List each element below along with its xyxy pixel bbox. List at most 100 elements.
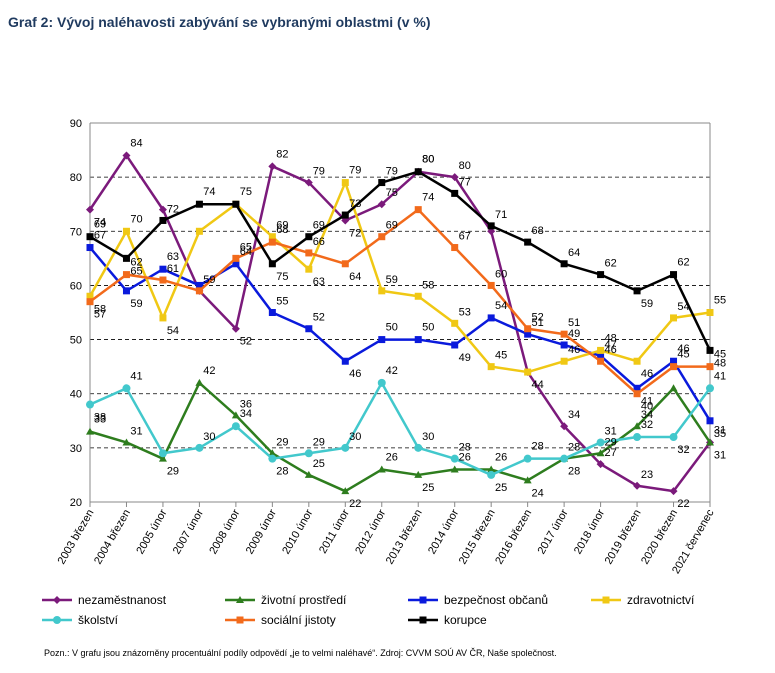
data-point (304, 449, 313, 458)
data-point (195, 287, 203, 295)
data-label: 71 (495, 209, 507, 221)
data-label: 75 (240, 186, 252, 198)
x-tick-label: 2017 únor (536, 507, 571, 556)
data-label: 60 (495, 268, 507, 280)
data-label: 80 (459, 160, 471, 172)
data-point (597, 352, 605, 360)
data-point (305, 325, 313, 333)
data-point (706, 438, 714, 446)
data-label: 46 (604, 344, 616, 356)
y-tick-label: 50 (70, 335, 82, 347)
data-point (305, 233, 313, 241)
data-point (231, 422, 240, 431)
data-label: 64 (240, 246, 252, 258)
data-label: 30 (422, 431, 434, 443)
data-point (341, 357, 349, 365)
series-2 (86, 244, 714, 425)
data-label: 75 (276, 271, 288, 283)
data-label: 63 (313, 276, 325, 288)
data-point (341, 487, 350, 495)
data-label: 22 (677, 498, 689, 510)
data-label: 69 (386, 220, 398, 232)
data-point (122, 151, 131, 160)
data-label: 61 (167, 263, 179, 275)
data-label: 29 (604, 436, 616, 448)
data-label: 55 (714, 295, 726, 307)
data-label: 24 (532, 487, 544, 499)
data-point (236, 616, 244, 624)
data-label: 26 (459, 452, 471, 464)
data-point (487, 470, 496, 479)
data-label: 64 (349, 271, 361, 283)
data-label: 72 (349, 227, 361, 239)
data-label: 58 (422, 279, 434, 291)
data-label: 46 (568, 344, 580, 356)
series-line (89, 208, 710, 395)
data-point (523, 454, 532, 463)
y-tick-label: 30 (70, 443, 82, 455)
data-label: 62 (604, 258, 616, 270)
data-label: 79 (349, 165, 361, 177)
series-4 (86, 378, 714, 479)
data-label: 25 (313, 458, 325, 470)
data-label: 49 (459, 352, 471, 364)
data-point (195, 281, 203, 289)
data-label: 52 (313, 312, 325, 324)
data-label: 23 (641, 469, 653, 481)
data-point (231, 324, 240, 333)
data-label: 50 (386, 322, 398, 334)
data-point (414, 206, 422, 214)
series-line (89, 246, 712, 422)
data-label: 22 (349, 498, 361, 510)
data-point (633, 390, 641, 398)
data-point (86, 292, 94, 300)
legend-swatch (591, 596, 621, 604)
data-point (669, 433, 678, 442)
data-point (633, 287, 641, 295)
data-point (268, 454, 277, 463)
data-label: 80 (422, 154, 434, 166)
data-point (122, 254, 130, 262)
series-lines (86, 151, 714, 496)
data-label: 64 (568, 247, 580, 259)
data-point (669, 487, 678, 496)
data-label: 30 (203, 431, 215, 443)
x-tick-label: 2010 únor (280, 507, 315, 556)
data-label: 33 (94, 414, 106, 426)
data-point (706, 346, 714, 354)
data-label: 40 (641, 401, 653, 413)
data-label: 74 (422, 192, 434, 204)
data-point (706, 384, 714, 393)
data-point (232, 254, 240, 262)
data-point (268, 309, 276, 316)
data-label: 31 (130, 425, 142, 437)
data-point (268, 162, 277, 171)
data-point (560, 454, 569, 463)
data-label: 45 (677, 349, 689, 361)
data-point (195, 378, 204, 386)
data-label: 32 (641, 419, 653, 431)
legend-swatch (42, 596, 72, 604)
data-point (670, 271, 678, 279)
data-label: 45 (495, 350, 507, 362)
data-point (159, 265, 167, 273)
data-point (524, 368, 532, 376)
data-point (414, 336, 422, 344)
data-label: 32 (677, 444, 689, 456)
data-label: 70 (130, 213, 142, 225)
data-point (706, 363, 714, 371)
data-point (414, 470, 423, 478)
data-label: 77 (459, 176, 471, 188)
data-point (268, 238, 276, 246)
data-label: 75 (386, 187, 398, 199)
data-point (524, 330, 532, 338)
x-tick-label: 2020 březen (639, 508, 680, 567)
data-label: 67 (459, 231, 471, 243)
data-point (602, 596, 610, 604)
series-line (88, 181, 711, 374)
data-point (487, 222, 495, 230)
data-label: 29 (167, 466, 179, 478)
data-point (195, 200, 203, 208)
chart-title: Graf 2: Vývoj naléhavosti zabývání se vy… (8, 14, 431, 30)
data-point (304, 178, 313, 187)
